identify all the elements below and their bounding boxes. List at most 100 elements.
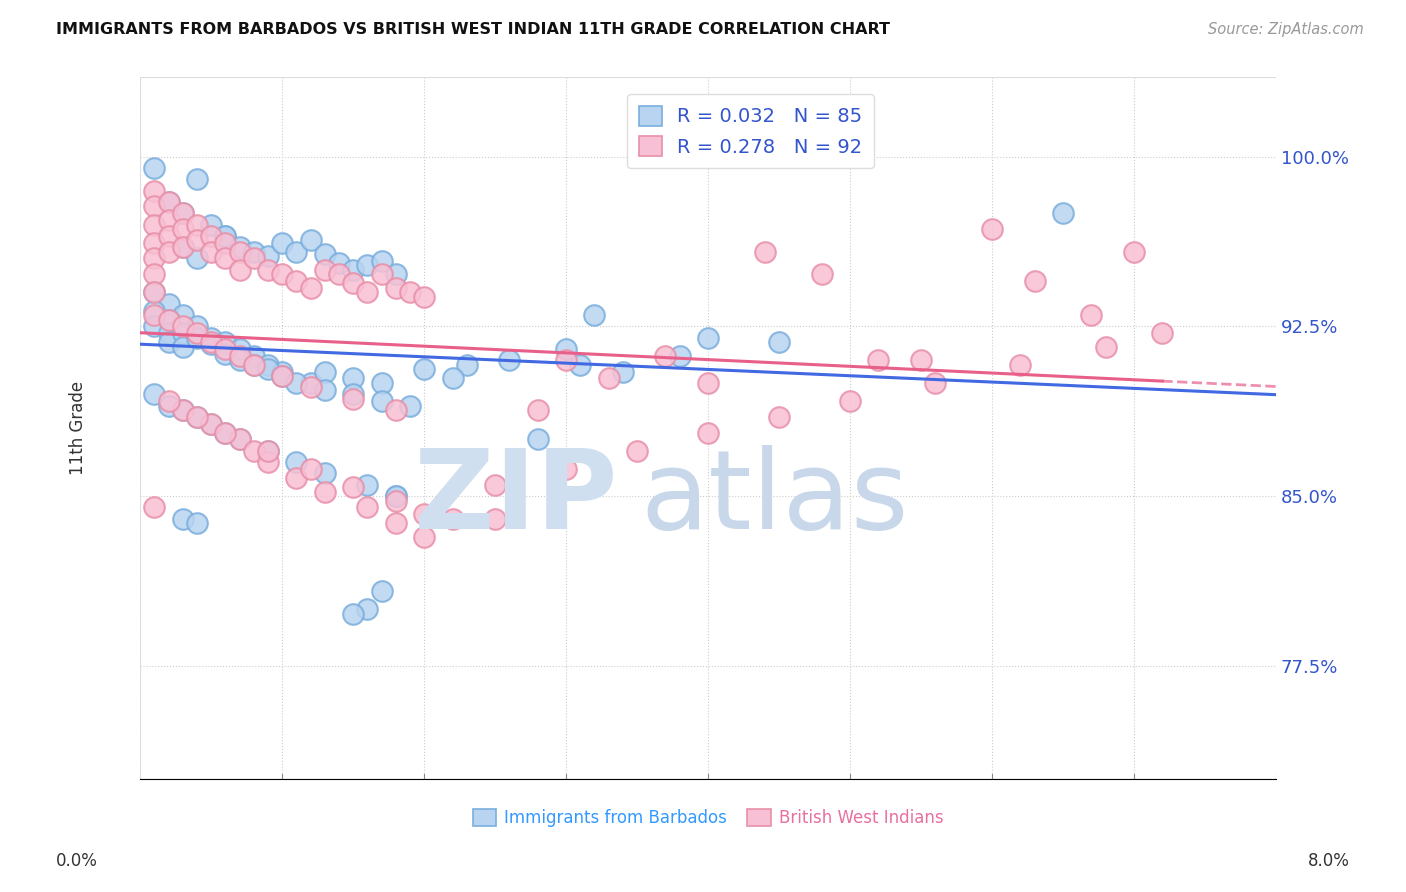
Point: [143, 184, 166, 198]
Point: [172, 403, 194, 417]
Point: [200, 417, 222, 431]
Point: [356, 258, 378, 272]
Point: [484, 477, 506, 491]
Point: [583, 308, 606, 322]
Point: [143, 218, 166, 232]
Point: [370, 394, 392, 409]
Point: [456, 358, 478, 372]
Point: [384, 493, 406, 508]
Point: [157, 312, 180, 326]
Point: [1123, 244, 1146, 259]
Text: 11th Grade: 11th Grade: [69, 381, 87, 475]
Point: [143, 285, 166, 300]
Point: [242, 358, 264, 372]
Text: IMMIGRANTS FROM BARBADOS VS BRITISH WEST INDIAN 11TH GRADE CORRELATION CHART: IMMIGRANTS FROM BARBADOS VS BRITISH WEST…: [56, 22, 890, 37]
Point: [1010, 358, 1032, 372]
Point: [299, 380, 322, 394]
Point: [200, 218, 222, 232]
Point: [257, 443, 280, 458]
Point: [186, 409, 208, 424]
Point: [200, 331, 222, 345]
Point: [328, 268, 350, 282]
Point: [143, 268, 166, 282]
Point: [200, 228, 222, 243]
Point: [143, 285, 166, 300]
Point: [342, 392, 364, 406]
Point: [413, 290, 436, 304]
Point: [214, 335, 236, 350]
Point: [299, 281, 322, 295]
Point: [143, 308, 166, 322]
Point: [172, 326, 194, 340]
Point: [356, 285, 378, 300]
Text: 8.0%: 8.0%: [1308, 852, 1350, 870]
Point: [186, 252, 208, 266]
Point: [242, 358, 264, 372]
Point: [384, 489, 406, 503]
Point: [314, 467, 336, 481]
Point: [186, 331, 208, 345]
Point: [399, 399, 422, 413]
Point: [200, 337, 222, 351]
Point: [228, 353, 250, 368]
Point: [1080, 308, 1102, 322]
Point: [356, 477, 378, 491]
Point: [569, 358, 592, 372]
Point: [257, 443, 280, 458]
Point: [214, 228, 236, 243]
Point: [172, 240, 194, 254]
Point: [172, 319, 194, 334]
Point: [384, 516, 406, 531]
Point: [157, 213, 180, 227]
Point: [157, 194, 180, 209]
Point: [143, 199, 166, 213]
Point: [214, 228, 236, 243]
Point: [242, 252, 264, 266]
Point: [157, 335, 180, 350]
Point: [200, 244, 222, 259]
Point: [285, 274, 308, 288]
Point: [143, 161, 166, 175]
Point: [172, 206, 194, 220]
Point: [228, 349, 250, 363]
Point: [555, 462, 578, 476]
Point: [186, 409, 208, 424]
Point: [242, 349, 264, 363]
Point: [1152, 326, 1174, 340]
Point: [342, 262, 364, 277]
Point: [172, 240, 194, 254]
Point: [413, 530, 436, 544]
Point: [356, 500, 378, 515]
Point: [285, 455, 308, 469]
Point: [186, 516, 208, 531]
Point: [214, 252, 236, 266]
Point: [356, 602, 378, 616]
Point: [612, 365, 634, 379]
Point: [143, 387, 166, 401]
Point: [214, 425, 236, 440]
Point: [768, 409, 790, 424]
Point: [626, 443, 648, 458]
Point: [314, 262, 336, 277]
Point: [157, 296, 180, 310]
Point: [214, 342, 236, 356]
Point: [384, 489, 406, 503]
Point: [342, 480, 364, 494]
Point: [271, 365, 294, 379]
Point: [555, 353, 578, 368]
Point: [484, 511, 506, 525]
Legend: Immigrants from Barbados, British West Indians: Immigrants from Barbados, British West I…: [465, 802, 950, 834]
Point: [228, 262, 250, 277]
Point: [271, 268, 294, 282]
Text: ZIP: ZIP: [413, 445, 617, 552]
Point: [214, 235, 236, 250]
Point: [910, 353, 932, 368]
Point: [370, 268, 392, 282]
Point: [285, 244, 308, 259]
Point: [143, 252, 166, 266]
Point: [143, 235, 166, 250]
Point: [526, 433, 548, 447]
Point: [342, 387, 364, 401]
Point: [228, 433, 250, 447]
Point: [157, 326, 180, 340]
